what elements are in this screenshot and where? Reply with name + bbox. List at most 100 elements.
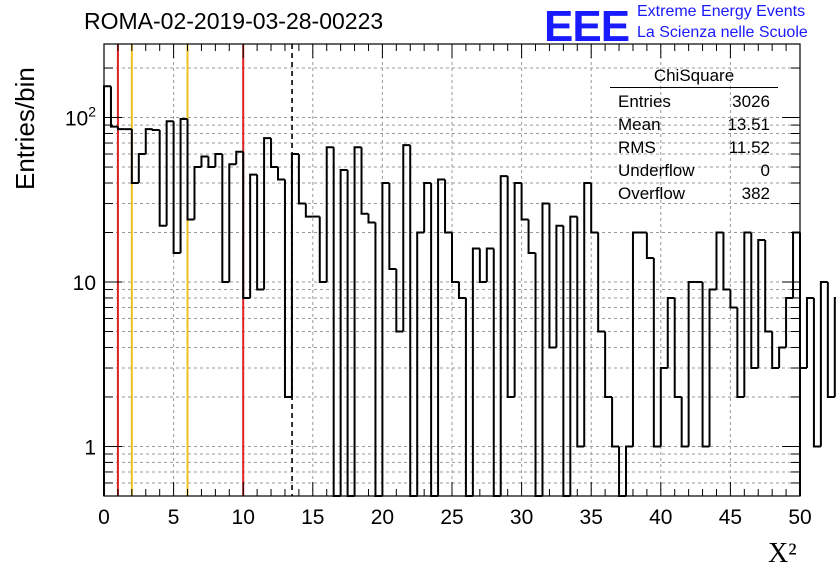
stats-row-entries: Entries 3026 — [610, 90, 778, 113]
stats-value: 0 — [760, 161, 770, 180]
histogram-bin — [590, 182, 599, 234]
histogram-bin — [249, 173, 258, 298]
histogram-bin — [200, 155, 209, 168]
y-tick-label: 102 — [65, 104, 96, 131]
histogram-bin — [451, 232, 459, 284]
histogram-bin — [826, 282, 835, 398]
histogram-bin — [597, 232, 606, 333]
histogram-bin — [527, 219, 536, 255]
histogram-bin — [506, 176, 515, 398]
histogram-bin — [235, 150, 244, 165]
histogram-bin — [221, 154, 230, 284]
histogram-bin — [339, 168, 348, 496]
histogram-bin — [318, 216, 327, 284]
histogram-bin — [513, 181, 522, 397]
histogram-bin — [430, 182, 439, 497]
histogram-bin — [416, 231, 425, 496]
histogram-bin — [214, 153, 223, 168]
x-axis-label: X² — [768, 538, 797, 569]
x-tick-label: 25 — [440, 506, 463, 529]
histogram-bin — [485, 247, 494, 283]
stats-value: 382 — [741, 184, 770, 203]
histogram-bin — [103, 85, 111, 496]
x-tick-label: 45 — [719, 506, 742, 529]
histogram-bin — [325, 146, 334, 283]
histogram-bin — [757, 239, 766, 369]
histogram-bin — [778, 346, 787, 369]
histogram-bin — [625, 445, 633, 496]
histogram-bin — [367, 213, 376, 224]
stats-value: 13.51 — [727, 115, 770, 134]
histogram-bin — [819, 281, 828, 447]
histogram-bin — [388, 182, 397, 270]
histogram-bin — [805, 296, 814, 369]
histogram-bin — [353, 146, 362, 496]
histogram-bin — [297, 154, 306, 205]
histogram-bin — [457, 282, 466, 299]
histogram-bin — [179, 117, 188, 254]
x-tick-label: 35 — [580, 506, 603, 529]
x-tick-label: 50 — [788, 506, 811, 529]
histogram-bin — [374, 222, 383, 497]
histogram-bin — [792, 231, 800, 298]
histogram-bin — [736, 307, 745, 398]
histogram-bin — [680, 396, 689, 448]
histogram-bin — [360, 147, 369, 215]
eee-logo: EEE — [544, 2, 630, 51]
histogram-bin — [186, 118, 195, 221]
histogram-bin — [701, 282, 710, 448]
histogram-bin — [541, 202, 550, 496]
histogram-bin — [158, 129, 167, 227]
histogram-bin — [207, 156, 216, 169]
histogram-bin — [346, 169, 355, 497]
histogram-bin — [833, 296, 836, 397]
histogram-bin — [256, 174, 265, 291]
histogram-bin — [729, 289, 738, 309]
histogram-bin — [409, 145, 418, 497]
histogram-bin — [283, 179, 292, 398]
histogram-bin — [165, 120, 174, 226]
x-tick-label: 30 — [510, 506, 533, 529]
y-tick-label: 10 — [73, 272, 96, 295]
histogram-bin — [611, 396, 620, 448]
stats-row-underflow: Underflow 0 — [610, 159, 778, 182]
histogram-bin — [666, 296, 675, 369]
histogram-bin — [659, 367, 668, 447]
histogram-bin — [144, 128, 153, 155]
histogram-bin — [604, 331, 613, 398]
x-tick-label: 10 — [232, 506, 255, 529]
stats-row-mean: Mean 13.51 — [610, 113, 778, 136]
histogram-bin — [499, 175, 508, 496]
histogram-bin — [263, 137, 272, 290]
logo-line-2: La Scienza nelle Scuole — [637, 24, 808, 41]
histogram-bin — [548, 203, 557, 349]
histogram-bin — [270, 138, 278, 169]
stats-row-rms: RMS 11.52 — [610, 136, 778, 159]
histogram-bin — [130, 129, 139, 184]
histogram-bin — [277, 167, 285, 181]
histogram-bin — [402, 144, 411, 332]
plot-title: ROMA-02-2019-03-28-00223 — [84, 8, 384, 34]
stats-value: 11.52 — [728, 138, 770, 157]
stats-label: Overflow — [618, 184, 686, 203]
histogram-bin — [304, 203, 313, 218]
x-tick-label: 15 — [301, 506, 324, 529]
histogram-bin — [116, 126, 125, 131]
histogram-bin — [673, 297, 682, 398]
histogram-bin — [562, 225, 571, 497]
histogram-bin — [687, 281, 696, 447]
histogram-bin — [520, 182, 529, 221]
histogram-bin — [715, 231, 724, 290]
x-tick-label: 5 — [168, 506, 180, 529]
stats-box: ChiSquare Entries 3026 Mean 13.51 RMS 11… — [610, 66, 778, 205]
histogram-bin — [812, 297, 821, 448]
histogram-bin — [799, 232, 807, 370]
stats-label: RMS — [618, 138, 656, 157]
histogram-bin — [764, 240, 773, 333]
histogram-bin — [722, 232, 731, 291]
stats-label: Mean — [618, 115, 661, 134]
histogram-bin — [423, 181, 432, 233]
histogram-bin — [785, 296, 794, 348]
histogram-bin — [471, 247, 480, 496]
